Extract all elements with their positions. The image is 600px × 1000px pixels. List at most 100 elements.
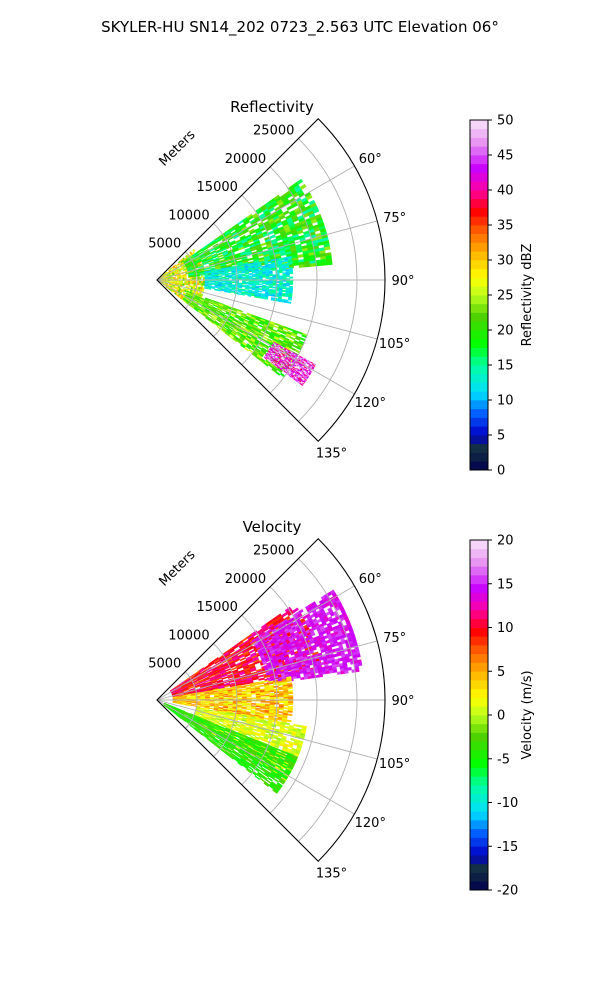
echo-cell (283, 704, 289, 707)
colorbar-level (470, 233, 488, 243)
azimuth-tick-label: 120° (355, 396, 386, 411)
echo-cell (245, 272, 250, 275)
echo-cell (238, 286, 243, 289)
colorbar-level (470, 321, 488, 331)
echo-cell (285, 284, 290, 287)
azimuth-tick-label: 75° (383, 211, 406, 226)
echo-cell (262, 282, 267, 285)
echo-cell (288, 702, 294, 705)
echo-cell (258, 677, 265, 681)
echo-cell (211, 283, 216, 285)
echo-cell (255, 283, 260, 286)
colorbar-level (470, 251, 488, 261)
colorbar-level (470, 382, 488, 392)
echo-cell (204, 284, 209, 287)
echo-cell (281, 294, 286, 297)
azimuth-tick-label: 135° (316, 447, 347, 462)
echo-cell (208, 280, 213, 283)
echo-cell (241, 707, 247, 710)
echo-cell (197, 280, 200, 284)
figure-title: SKYLER-HU SN14_202 0723_2.563 UTC Elevat… (101, 18, 499, 37)
echo-cell (267, 230, 275, 236)
echo-cell (248, 269, 253, 272)
colorbar-level (470, 330, 488, 340)
echo-cell (269, 277, 273, 279)
echo-cell (303, 676, 309, 680)
colorbar-level (470, 286, 488, 296)
echo-cell (292, 262, 300, 266)
colorbar-level (470, 426, 488, 436)
colorbar-level (470, 338, 488, 348)
echo-cell (258, 267, 263, 270)
range-tick-label: 15000 (197, 180, 238, 195)
colorbar-level (470, 128, 488, 138)
echo-cell (264, 266, 269, 269)
echo-cell (299, 670, 304, 675)
echo-cell (282, 276, 287, 279)
echo-cell (184, 289, 187, 293)
echo-cell (241, 274, 246, 277)
echo-cell (209, 698, 215, 700)
echo-cell (335, 663, 341, 668)
echo-cell (228, 286, 233, 289)
range-tick-label: 20000 (225, 152, 266, 167)
echo-cell (238, 269, 243, 272)
echo-cell (237, 695, 243, 698)
colorbar-level (470, 198, 488, 208)
echo-cell (292, 676, 298, 680)
echo-cell (258, 290, 263, 293)
colorbar-level (470, 190, 488, 200)
echo-cell (278, 708, 284, 711)
echo-cell (209, 701, 215, 703)
echo-cell (257, 265, 262, 268)
colorbar-level (470, 312, 488, 322)
echo-cell (287, 301, 292, 304)
colorbar-level (470, 417, 488, 427)
echo-cell (213, 690, 219, 693)
reflectivity-colorbar-label: Reflectivity dBZ (520, 244, 535, 347)
echo-cell (277, 299, 282, 303)
echo-cell (260, 694, 266, 697)
colorbar-level (470, 216, 488, 226)
echo-cell (224, 275, 229, 278)
echo-cell (288, 691, 294, 695)
echo-cell (208, 282, 212, 284)
echo-cell (262, 275, 267, 278)
echo-cell (287, 298, 292, 301)
echo-cell (224, 283, 229, 286)
echo-cell (241, 282, 246, 285)
echo-cell (231, 288, 236, 291)
echo-cell (178, 277, 182, 279)
echo-cell (190, 704, 196, 707)
echo-cell (247, 257, 254, 261)
echo-cell (241, 704, 247, 707)
echo-cell (260, 700, 266, 703)
echo-cell (204, 287, 208, 290)
echo-cell (269, 234, 276, 239)
echo-cell (261, 289, 266, 292)
echo-cell (259, 710, 265, 713)
echo-cell (291, 344, 298, 349)
echo-cell (286, 719, 292, 723)
echo-cell (255, 708, 261, 712)
echo-cell (325, 670, 330, 675)
echo-cell (264, 691, 270, 694)
echo-cell (246, 708, 252, 711)
echo-cell (231, 281, 236, 283)
colorbar-level (470, 461, 488, 471)
echo-cell (271, 268, 276, 271)
echo-cell (224, 285, 229, 287)
echo-cell (165, 280, 169, 283)
echo-cell (278, 711, 284, 714)
echo-cell (280, 300, 285, 303)
echo-cell (246, 706, 252, 708)
colorbar-level (470, 277, 488, 287)
echo-cell (231, 274, 236, 276)
echo-cell (199, 276, 202, 280)
echo-cell (297, 331, 303, 335)
echo-cell (218, 704, 224, 707)
colorbar-tick-label: 10 (497, 394, 514, 409)
echo-cell (300, 676, 305, 681)
reflectivity-colorbar (469, 119, 489, 471)
echo-cell (209, 700, 215, 702)
